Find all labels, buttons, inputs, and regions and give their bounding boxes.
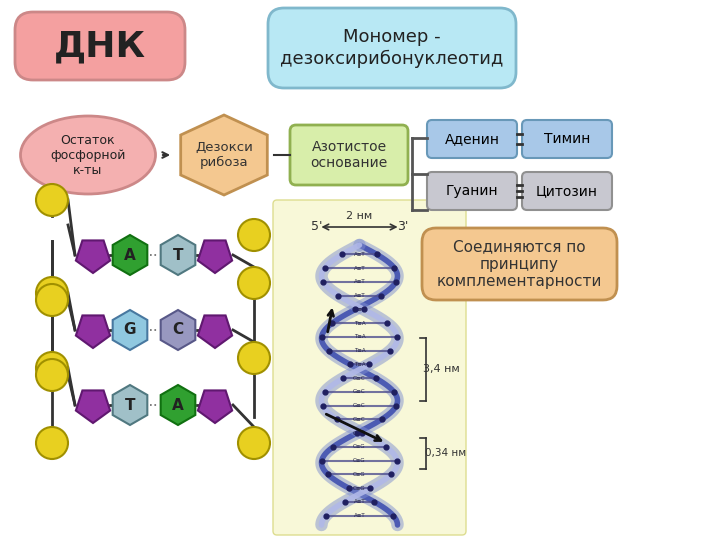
Text: G≡C: G≡C: [354, 376, 366, 381]
Text: 0,34 нм: 0,34 нм: [425, 448, 466, 458]
Text: C≡G: C≡G: [354, 485, 366, 491]
Circle shape: [36, 352, 68, 384]
Text: Соединяются по
принципу
комплементарности: Соединяются по принципу комплементарност…: [437, 239, 602, 289]
Polygon shape: [76, 240, 110, 273]
FancyBboxPatch shape: [427, 172, 517, 210]
FancyBboxPatch shape: [522, 172, 612, 210]
Text: A≡T: A≡T: [354, 293, 365, 298]
FancyBboxPatch shape: [427, 120, 517, 158]
Text: 3': 3': [397, 220, 408, 233]
Text: Дезокси
рибоза: Дезокси рибоза: [195, 141, 253, 169]
Text: G≡C: G≡C: [354, 403, 366, 408]
Circle shape: [36, 284, 68, 316]
FancyBboxPatch shape: [273, 200, 466, 535]
Ellipse shape: [20, 116, 156, 194]
Text: T≡A: T≡A: [354, 321, 365, 326]
Text: C≡G: C≡G: [354, 472, 366, 477]
Polygon shape: [161, 235, 195, 275]
Text: A≡T: A≡T: [354, 279, 365, 285]
Circle shape: [238, 427, 270, 459]
Circle shape: [238, 219, 270, 251]
Text: A: A: [124, 247, 136, 262]
Polygon shape: [112, 310, 148, 350]
Polygon shape: [161, 310, 195, 350]
Text: Гуанин: Гуанин: [446, 184, 498, 198]
Text: T≡A: T≡A: [354, 362, 365, 367]
Text: Тимин: Тимин: [544, 132, 590, 146]
Circle shape: [36, 359, 68, 391]
FancyBboxPatch shape: [15, 12, 185, 80]
Text: T≡A: T≡A: [354, 334, 365, 339]
Text: 2 нм: 2 нм: [346, 211, 373, 221]
Polygon shape: [181, 115, 267, 195]
Polygon shape: [112, 385, 148, 425]
Circle shape: [36, 277, 68, 309]
FancyBboxPatch shape: [290, 125, 408, 185]
Polygon shape: [76, 390, 110, 423]
FancyBboxPatch shape: [268, 8, 516, 88]
Text: G≡C: G≡C: [354, 417, 366, 422]
Text: ДНК: ДНК: [54, 29, 146, 63]
Text: A≡T: A≡T: [354, 500, 365, 504]
Text: 5': 5': [311, 220, 323, 233]
Circle shape: [36, 427, 68, 459]
Text: A: A: [172, 397, 184, 413]
Text: Аденин: Аденин: [444, 132, 500, 146]
Text: G≡C: G≡C: [354, 389, 366, 394]
Text: T≡A: T≡A: [354, 307, 365, 312]
Text: T: T: [173, 247, 184, 262]
Text: C: C: [172, 322, 184, 338]
Text: T: T: [125, 397, 135, 413]
Text: G: G: [124, 322, 136, 338]
Polygon shape: [76, 315, 110, 348]
Text: C≡G: C≡G: [354, 458, 366, 463]
Circle shape: [238, 342, 270, 374]
Text: A≡T: A≡T: [354, 266, 365, 271]
Text: C≡G: C≡G: [354, 444, 366, 449]
Text: C≡G: C≡G: [354, 430, 366, 436]
Polygon shape: [198, 240, 232, 273]
Polygon shape: [198, 315, 232, 348]
Text: A≡T: A≡T: [354, 252, 365, 257]
Text: T≡A: T≡A: [354, 348, 365, 353]
Polygon shape: [161, 385, 195, 425]
Polygon shape: [198, 390, 232, 423]
Text: 3,4 нм: 3,4 нм: [423, 364, 460, 374]
FancyBboxPatch shape: [422, 228, 617, 300]
Circle shape: [238, 267, 270, 299]
FancyBboxPatch shape: [522, 120, 612, 158]
Polygon shape: [112, 235, 148, 275]
Text: Цитозин: Цитозин: [536, 184, 598, 198]
Circle shape: [36, 184, 68, 216]
Text: A≡T: A≡T: [354, 513, 365, 518]
Text: Мономер -
дезоксирибонуклеотид: Мономер - дезоксирибонуклеотид: [280, 29, 504, 68]
Text: Азотистое
основание: Азотистое основание: [310, 140, 387, 170]
Text: Остаток
фосфорной
к-ты: Остаток фосфорной к-ты: [50, 133, 126, 177]
